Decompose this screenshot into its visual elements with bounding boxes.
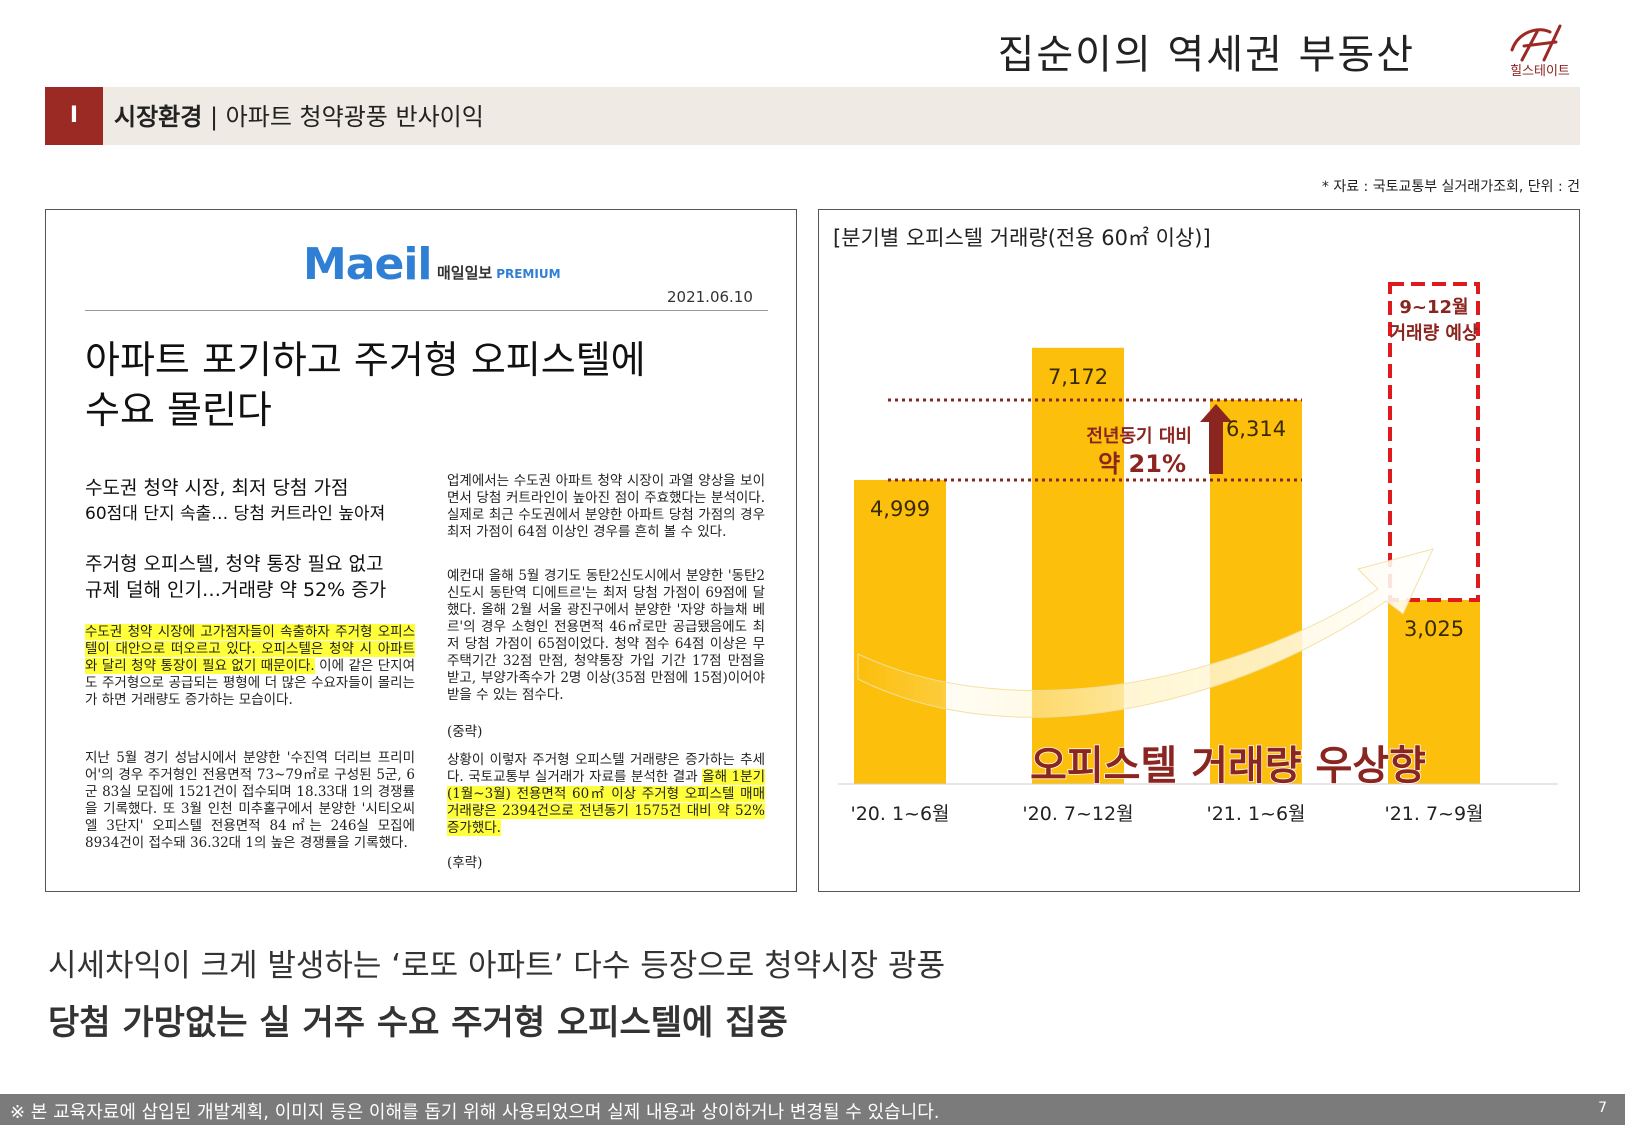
summary-line-1: 시세차익이 크게 발생하는 ‘로또 아파트’ 다수 등장으로 청약시장 광풍 — [48, 948, 946, 984]
chart-bar — [854, 479, 946, 784]
article-paragraph: 지난 5월 경기 성남시에서 분양한 '수진역 더리브 프리미어'의 경우 주거… — [85, 750, 415, 851]
article-paragraph: 상황이 이렇자 주거형 오피스텔 거래량은 증가하는 추세다. 국토교통부 실거… — [447, 752, 765, 837]
section-number: I — [45, 87, 103, 145]
article-omission: (중략) — [447, 724, 483, 740]
x-tick-label: '20. 7~12월 — [1022, 803, 1133, 825]
newspaper-name-text: 매일일보 — [437, 264, 493, 282]
data-label: 4,999 — [870, 497, 930, 521]
section-title: 시장환경 | 아파트 청약광풍 반사이익 — [114, 97, 484, 132]
comparison-value: 약 21% — [1098, 450, 1186, 478]
logo-text: 힐스테이트 — [1510, 64, 1570, 79]
article-divider — [85, 310, 768, 311]
forecast-label: 거래량 예상 — [1389, 323, 1479, 344]
newspaper-logo: Maeil — [303, 239, 432, 290]
bar-chart: '20. 1~6월 4,999 '20. 7~12월 7,172 '21. 1~6월 6,… — [838, 282, 1558, 825]
subheadline-2-line-2: 규제 덜해 인기…거래량 약 52% 증가 — [85, 579, 387, 601]
paragraph-text: 이에 같은 단지여도 주거형으로 공급되는 평형에 더 많은 수요자들이 몰리는… — [85, 658, 415, 708]
chart-title: [분기별 오피스텔 거래량(전용 60㎡ 이상)] — [833, 226, 1211, 250]
newspaper-name: 매일일보 PREMIUM — [437, 262, 561, 283]
x-tick-label: '21. 7~9월 — [1384, 803, 1483, 825]
forecast-box — [1388, 282, 1480, 603]
article-headline: 아파트 포기하고 주거형 오피스텔에 수요 몰린다 — [85, 335, 745, 435]
article-paragraph: 업계에서는 수도권 아파트 청약 시장이 과열 양상을 보이면서 당첨 커트라인… — [447, 473, 765, 540]
subheadline-2-line-1: 주거형 오피스텔, 청약 통장 필요 없고 — [85, 553, 384, 575]
trend-arrow-icon — [857, 548, 1434, 718]
footer-disclaimer: ※ 본 교육자료에 삽입된 개발계획, 이미지 등은 이해를 돕기 위해 사용되… — [10, 1102, 940, 1123]
subheadline-1-line-2: 60점대 단지 속출… 당첨 커트라인 높아져 — [85, 504, 386, 524]
article-date: 2021.06.10 — [667, 288, 753, 306]
hillstate-logo-icon — [1510, 24, 1562, 62]
up-arrow-icon — [1200, 403, 1232, 474]
forecast-label: 9~12월 — [1399, 297, 1468, 318]
section-subtitle: | 아파트 청약광풍 반사이익 — [209, 103, 484, 131]
data-label: 7,172 — [1048, 365, 1108, 389]
brand-title: 집순이의 역세권 부동산 — [997, 32, 1415, 78]
article-omission: (후략) — [447, 855, 483, 871]
data-label: 6,314 — [1226, 417, 1286, 441]
x-tick-label: '20. 1~6월 — [850, 803, 949, 825]
subheadline-2: 주거형 오피스텔, 청약 통장 필요 없고 규제 덜해 인기…거래량 약 52%… — [85, 551, 415, 603]
article-paragraph: 예컨대 올해 5월 경기도 동탄2신도시에서 분양한 '동탄2신도시 동탄역 디… — [447, 568, 765, 703]
headline-line-2: 수요 몰린다 — [85, 388, 272, 432]
highlighted-text: 수도권 청약 시장에 고가점자들이 속출하자 주거형 오피스텔이 대안으로 떠오… — [85, 624, 415, 674]
x-tick-label: '21. 1~6월 — [1206, 803, 1305, 825]
newspaper-tag: PREMIUM — [496, 267, 561, 281]
headline-line-1: 아파트 포기하고 주거형 오피스텔에 — [85, 338, 646, 382]
summary-line-2: 당첨 가망없는 실 거주 수요 주거형 오피스텔에 집중 — [48, 1003, 788, 1043]
data-label: 3,025 — [1404, 617, 1464, 641]
section-bar — [45, 87, 1580, 145]
page-number: 7 — [1598, 1100, 1607, 1116]
chart-bar — [1210, 399, 1302, 784]
comparison-label: 전년동기 대비 — [1086, 426, 1192, 447]
chart-bar — [1388, 600, 1480, 784]
section-name: 시장환경 — [114, 103, 203, 131]
paragraph-text: 상황이 이렇자 주거형 오피스텔 거래량은 증가하는 추세다. 국토교통부 실거… — [447, 752, 765, 785]
news-article-panel — [45, 209, 797, 892]
subheadline-1-line-1: 수도권 청약 시장, 최저 당첨 가점 — [85, 477, 349, 499]
source-note: * 자료 : 국토교통부 실거래가조회, 단위 : 건 — [1321, 179, 1580, 195]
chart-bar — [1032, 347, 1124, 784]
subheadline-1: 수도권 청약 시장, 최저 당첨 가점 60점대 단지 속출… 당첨 커트라인 … — [85, 475, 415, 527]
footer-bar — [0, 1094, 1625, 1125]
article-paragraph: 수도권 청약 시장에 고가점자들이 속출하자 주거형 오피스텔이 대안으로 떠오… — [85, 624, 415, 709]
trend-label: 오피스텔 거래량 우상향 — [1030, 743, 1426, 789]
